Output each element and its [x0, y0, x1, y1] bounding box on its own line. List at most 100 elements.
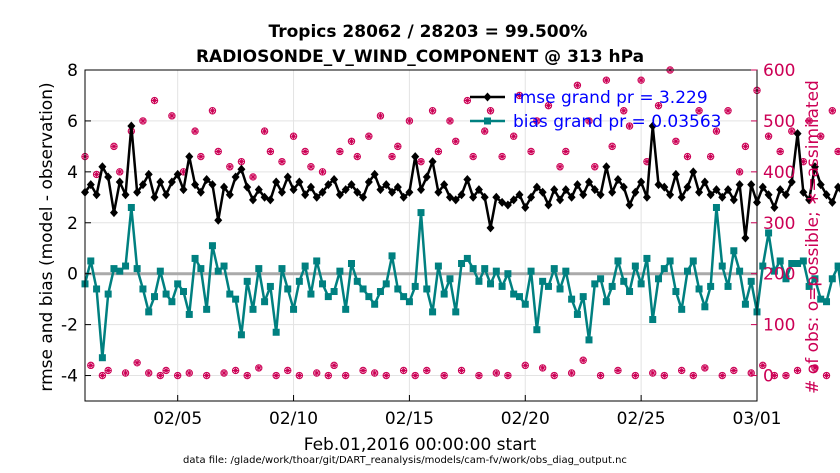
rmse-point: [295, 177, 304, 187]
bias-point: [724, 282, 732, 290]
obs-assimilated-marker: [649, 369, 656, 377]
rmse-point: [834, 182, 840, 192]
bias-point: [388, 252, 396, 260]
obs-assimilated-marker: [510, 133, 517, 140]
obs-assimilated-marker: [139, 117, 147, 125]
rmse-point: [550, 185, 559, 195]
rmse-point: [225, 190, 234, 200]
bias-point: [133, 265, 141, 273]
obs-assimilated-marker: [93, 171, 100, 178]
bias-point: [718, 262, 726, 270]
rmse-point: [573, 180, 582, 190]
rmse-point: [498, 197, 507, 207]
bias-point: [353, 277, 361, 285]
rmse-point: [150, 192, 159, 202]
bias-point: [463, 254, 471, 262]
rmse-point: [335, 190, 344, 200]
obs-assimilated-marker: [713, 127, 720, 135]
rmse-point: [318, 187, 327, 197]
rmse-point: [388, 187, 397, 197]
obs-assimilated-marker: [87, 362, 94, 369]
obs-assimilated-marker: [724, 107, 732, 114]
obs-assimilated-marker: [133, 359, 141, 367]
obs-assimilated-marker: [191, 127, 199, 135]
rmse-point: [758, 182, 767, 192]
bias-point: [122, 262, 130, 270]
rmse-point: [220, 182, 229, 192]
bias-point: [93, 285, 101, 293]
obs-assimilated-marker: [574, 82, 581, 89]
rmse-point: [347, 180, 356, 190]
bias-point: [799, 257, 807, 265]
obs-assimilated-marker: [603, 76, 610, 84]
rmse-point: [724, 185, 733, 195]
obs-assimilated-marker: [301, 148, 309, 155]
obs-assimilated-marker: [695, 107, 703, 114]
obs-assimilated-marker: [742, 143, 749, 150]
rmse-point: [214, 215, 223, 225]
obs-assimilated-marker: [504, 372, 512, 379]
obs-assimilated-marker: [568, 369, 575, 377]
rmse-point: [422, 172, 431, 182]
obs-assimilated-marker: [400, 367, 407, 374]
bias-point: [747, 277, 755, 285]
rmse-point: [283, 172, 292, 182]
bias-line: [83, 206, 840, 359]
rmse-point: [98, 162, 107, 172]
x-axis-label: Feb.01,2016 00:00:00 start: [304, 435, 537, 455]
obs-assimilated-marker: [719, 372, 726, 379]
obs-assimilated-marker: [580, 357, 587, 364]
bias-point: [336, 267, 344, 275]
obs-assimilated-marker: [446, 117, 454, 125]
rmse-point: [503, 200, 512, 210]
y-tick-label-left: 0: [67, 265, 78, 285]
axis-ticks: -4 -2 0 2 4 6 8 0 100 200 300 400 500 600 02/05 02/10 02…: [61, 61, 795, 429]
rmse-point: [370, 169, 379, 179]
bias-point: [504, 270, 512, 278]
obs-assimilated-marker: [811, 364, 819, 372]
bias-point: [544, 282, 552, 290]
obs-assimilated-marker: [261, 127, 268, 135]
rmse-point: [637, 177, 646, 187]
obs-assimilated-marker: [104, 367, 112, 374]
obs-assimilated-marker: [255, 364, 262, 372]
obs-assimilated-marker: [585, 117, 593, 125]
rmse-point: [677, 192, 686, 202]
bias-point: [243, 277, 251, 285]
obs-assimilated-marker: [736, 168, 743, 176]
obs-assimilated-marker: [406, 117, 413, 125]
rmse-point: [527, 192, 536, 202]
rmse-point: [828, 197, 837, 207]
bias-point: [266, 282, 274, 290]
obs-assimilated-marker: [290, 133, 297, 140]
obs-assimilated-marker: [244, 372, 251, 379]
bias-point: [655, 275, 663, 283]
obs-assimilated-marker: [551, 372, 558, 379]
bias-point: [272, 328, 280, 336]
rmse-point: [451, 195, 460, 205]
rmse-point: [382, 180, 391, 190]
bias-point: [417, 209, 425, 217]
bias-point: [116, 267, 124, 275]
y-axis-label-left: rmse and bias (model - observation): [37, 82, 57, 391]
bias-point: [556, 285, 564, 293]
bias-point: [782, 275, 790, 283]
bias-point: [139, 285, 147, 293]
bias-point: [626, 288, 634, 296]
obs-assimilated-marker: [643, 158, 651, 165]
obs-assimilated-marker: [800, 158, 807, 165]
rmse-point: [567, 192, 576, 202]
x-tick-label: 02/20: [501, 409, 550, 429]
obs-assimilated-marker: [371, 369, 378, 377]
bias-point: [179, 288, 187, 296]
obs-assimilated-marker: [661, 372, 668, 379]
bias-point: [127, 203, 135, 211]
rmse-point: [428, 157, 437, 167]
bias-point: [145, 308, 153, 316]
bias-point: [168, 298, 176, 306]
rmse-point: [695, 187, 704, 197]
rmse-point: [648, 121, 657, 131]
obs-assimilated-marker: [383, 372, 390, 379]
bias-point: [458, 260, 466, 268]
bias-point: [585, 336, 593, 344]
